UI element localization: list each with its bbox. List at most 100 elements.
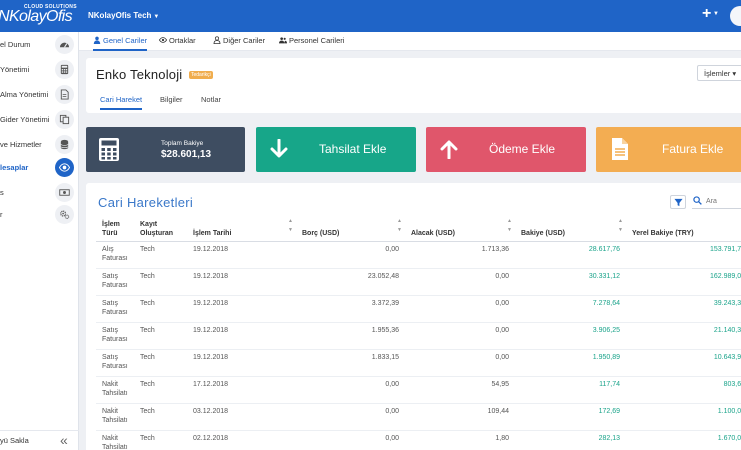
add-payment-button[interactable]: Ödeme Ekle	[426, 127, 586, 172]
cell-credit: 1,80	[405, 430, 515, 450]
add-collection-button[interactable]: Tahsilat Ekle	[256, 127, 416, 172]
total-balance-value: $28.601,13	[161, 149, 212, 160]
column-header-date[interactable]: İşlem Tarihi ▲ ▼	[187, 216, 296, 242]
cell-balance: 1.950,89	[515, 349, 626, 377]
table-row[interactable]: Nakit Tahsilatı Tech 03.12.2018 0,00 109…	[96, 403, 741, 431]
cell-debit: 1.955,36	[296, 322, 405, 350]
add-payment-label: Ödeme Ekle	[489, 142, 556, 156]
column-header-label: Borç (USD)	[302, 229, 340, 237]
sidebar-item-label: Yönetimi	[0, 65, 30, 74]
cell-date: 19.12.2018	[187, 322, 296, 350]
filter-button[interactable]	[670, 195, 686, 209]
chevron-down-icon: ▼	[153, 14, 160, 20]
cell-creator: Tech	[134, 268, 187, 296]
column-header-local-balance[interactable]: Yerel Bakiye (TRY)▲▼	[626, 216, 741, 242]
sidebar-footer: yü Sakla «	[0, 430, 79, 450]
calculator-icon	[99, 138, 119, 161]
sidebar-item-cash[interactable]: s	[0, 181, 79, 205]
dashboard-icon	[55, 35, 74, 54]
logo[interactable]: CLOUD SOLUTIONS NKolayOfis	[0, 2, 77, 30]
add-invoice-button[interactable]: Fatura Ekle	[596, 127, 741, 172]
tab-partners[interactable]: Ortaklar	[158, 32, 196, 51]
file-icon	[612, 138, 628, 160]
column-header-type[interactable]: İşlem Türü	[96, 216, 134, 242]
users-icon	[279, 37, 287, 44]
tab-other-accounts[interactable]: Diğer Cariler	[213, 32, 265, 51]
column-header-balance[interactable]: Bakiye (USD) ▲ ▼	[515, 216, 626, 242]
sidebar-item-dashboard[interactable]: el Durum	[0, 33, 79, 57]
cell-balance: 28.617,76	[515, 241, 626, 269]
user-avatar[interactable]	[730, 6, 741, 26]
search-input[interactable]	[692, 195, 741, 209]
cell-type: Nakit Tahsilatı	[96, 376, 134, 404]
column-header-label: Kayıt Oluşturan	[140, 220, 174, 237]
tab-personnel-accounts[interactable]: Personel Carileri	[279, 32, 344, 51]
cell-date: 19.12.2018	[187, 295, 296, 323]
sidebar-item-label: s	[0, 188, 4, 197]
sidebar-item-products-services[interactable]: ve Hizmetler	[0, 133, 79, 157]
cell-credit: 0,00	[405, 295, 515, 323]
tab-general-accounts[interactable]: Genel Cariler	[93, 32, 148, 51]
table-row[interactable]: Satış Faturası Tech 19.12.2018 1.833,15 …	[96, 349, 741, 377]
sort-icon: ▲ ▼	[288, 217, 293, 233]
cell-debit: 1.833,15	[296, 349, 405, 377]
tab-account-movements[interactable]: Cari Hareket	[100, 95, 143, 110]
cell-creator: Tech	[134, 376, 187, 404]
sort-icon: ▲ ▼	[618, 217, 623, 233]
top-bar: CLOUD SOLUTIONS NKolayOfis NKolayOfis Te…	[0, 0, 741, 32]
company-selector[interactable]: NKolayOfis Tech ▼	[88, 11, 159, 20]
tab-notes[interactable]: Notlar	[201, 95, 222, 104]
column-header-creator[interactable]: Kayıt Oluşturan	[134, 216, 187, 242]
column-header-label: İşlem Tarihi	[193, 229, 232, 237]
sidebar-item-settings[interactable]: r	[0, 203, 79, 227]
cell-balance: 30.331,12	[515, 268, 626, 296]
cell-local-balance: 10.643,98	[626, 349, 741, 377]
table-row[interactable]: Nakit Tahsilatı Tech 02.12.2018 0,00 1,8…	[96, 430, 741, 450]
database-icon	[55, 135, 74, 154]
sidebar-item-accounts[interactable]: lesaplar	[0, 156, 79, 180]
account-header-card: Enko Teknoloji Tedarikçi Cari Hareket Bi…	[86, 58, 741, 113]
actions-dropdown[interactable]: İşlemler ▾	[697, 65, 741, 81]
add-new-button[interactable]: + ▼	[702, 6, 719, 22]
sidebar-item-receivables[interactable]: Alma Yönetimi	[0, 83, 79, 107]
section-title: Cari Hareketleri	[98, 195, 194, 210]
add-collection-label: Tahsilat Ekle	[319, 142, 387, 156]
sort-icon: ▲ ▼	[397, 217, 402, 233]
plus-icon: +	[702, 5, 712, 22]
sidebar-item-label: lesaplar	[0, 163, 29, 172]
cell-type: Satış Faturası	[96, 322, 134, 350]
user-icon	[93, 36, 101, 44]
table-row[interactable]: Alış Faturası Tech 19.12.2018 0,00 1.713…	[96, 241, 741, 269]
hide-menu-label[interactable]: yü Sakla	[0, 436, 29, 445]
cell-local-balance: 803,63	[626, 376, 741, 404]
money-icon	[55, 183, 74, 202]
cell-credit: 0,00	[405, 322, 515, 350]
cell-creator: Tech	[134, 322, 187, 350]
cell-date: 19.12.2018	[187, 268, 296, 296]
tab-label: Personel Carileri	[289, 36, 345, 45]
copy-icon	[55, 110, 74, 129]
column-header-credit[interactable]: Alacak (USD) ▲ ▼	[405, 216, 515, 242]
tab-label: Genel Cariler	[103, 36, 148, 45]
cell-debit: 0,00	[296, 403, 405, 431]
filter-icon	[674, 198, 683, 207]
table-row[interactable]: Satış Faturası Tech 19.12.2018 3.372,39 …	[96, 295, 741, 323]
cell-balance: 3.906,25	[515, 322, 626, 350]
account-type-tabs: Genel Cariler Ortaklar Diğer Cariler Per…	[79, 32, 741, 51]
cell-balance: 117,74	[515, 376, 626, 404]
cell-balance: 282,13	[515, 430, 626, 450]
table-row[interactable]: Satış Faturası Tech 19.12.2018 1.955,36 …	[96, 322, 741, 350]
cell-type: Alış Faturası	[96, 241, 134, 269]
column-header-debit[interactable]: Borç (USD) ▲ ▼	[296, 216, 405, 242]
table-row[interactable]: Nakit Tahsilatı Tech 17.12.2018 0,00 54,…	[96, 376, 741, 404]
collapse-sidebar-icon[interactable]: «	[60, 432, 68, 448]
cell-creator: Tech	[134, 241, 187, 269]
cell-debit: 0,00	[296, 376, 405, 404]
table-row[interactable]: Satış Faturası Tech 19.12.2018 23.052,48…	[96, 268, 741, 296]
tab-information[interactable]: Bilgiler	[160, 95, 183, 104]
sort-icon: ▲ ▼	[507, 217, 512, 233]
sidebar-item-accounting[interactable]: Yönetimi	[0, 58, 79, 82]
document-icon	[55, 85, 74, 104]
cell-debit: 0,00	[296, 241, 405, 269]
sidebar-item-expenses[interactable]: Gider Yönetimi	[0, 108, 79, 132]
